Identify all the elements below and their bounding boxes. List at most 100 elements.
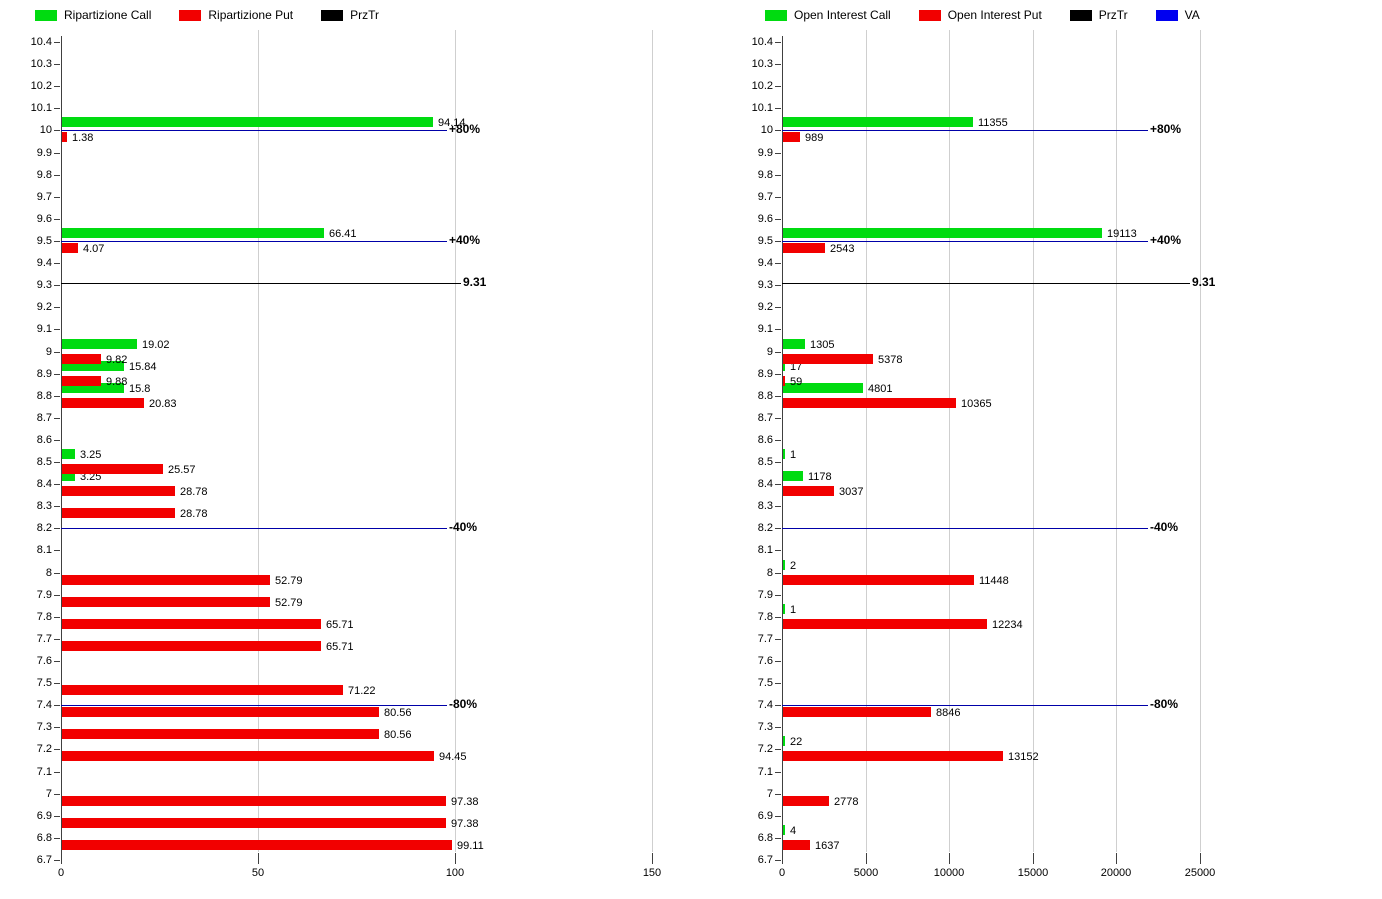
y-axis-tick-label: 9.9 [36,147,52,159]
x-axis-tick [782,853,783,864]
y-axis-tick [54,241,60,242]
y-axis-tick-label: 8.8 [757,390,773,402]
y-axis-tick [54,197,60,198]
y-axis-tick [54,617,60,618]
y-axis-tick-label: 9.5 [36,235,52,247]
put-value-label: 8846 [936,707,961,719]
reference-line-label: -40% [1150,520,1179,534]
x-axis-tick-label: 5000 [853,867,879,879]
x-axis-tick-label: 0 [778,867,786,879]
y-axis-tick-label: 7.5 [757,677,773,689]
call-value-label: 15.8 [129,383,151,395]
call-value-label: 1178 [808,471,832,483]
y-axis-tick [775,241,781,242]
y-axis-tick [54,727,60,728]
put-value-label: 1.38 [72,132,94,144]
x-axis-tick [258,853,259,864]
y-axis-tick [775,595,781,596]
y-axis-tick [775,130,781,131]
y-axis-tick [54,860,60,861]
call-bar [783,361,785,371]
legend-item-open-interest-call: Open Interest Call [765,8,891,22]
y-axis-tick-label: 6.9 [757,810,773,822]
y-axis-tick-label: 8.5 [36,456,52,468]
y-axis-tick [54,484,60,485]
ripartizione-call-swatch [35,9,57,21]
y-axis-tick [54,329,60,330]
y-axis-tick-label: 9 [766,346,773,358]
legend-item-va: VA [1155,8,1200,22]
y-axis-tick-label: 8.9 [36,368,52,380]
gridline-vertical [1116,30,1117,852]
x-axis-tick-label: 50 [251,867,265,879]
gridline-vertical [949,30,950,852]
call-bar [783,560,785,570]
x-axis-tick [61,853,62,864]
y-axis-tick-label: 9.5 [757,235,773,247]
reference-line-va [61,130,447,131]
y-axis-tick-label: 7 [45,788,52,800]
reference-line-label: +40% [449,233,481,247]
y-axis-tick [775,418,781,419]
put-value-label: 97.38 [451,818,479,830]
y-axis-tick-label: 6.7 [757,854,773,866]
y-axis-tick [54,573,60,574]
prztr-swatch [321,9,344,21]
put-value-label: 71.22 [348,685,376,697]
y-axis-tick-label: 7.9 [36,589,52,601]
put-bar [62,597,270,607]
y-axis-tick-label: 6.9 [36,810,52,822]
put-value-label: 9.88 [106,376,128,388]
put-value-label: 99.11 [457,840,484,852]
call-value-label: 1305 [810,339,835,351]
legend-item-prztr: PrzTr [321,8,379,22]
chart-legend: Open Interest Call Open Interest Put PrzTr… [765,8,1200,22]
y-axis-tick-label: 8.6 [757,434,773,446]
reference-line-label: 9.31 [463,275,487,289]
put-bar [783,840,810,850]
call-bar [783,471,803,481]
y-axis-tick [54,838,60,839]
put-bar [62,575,270,585]
put-bar [62,243,78,253]
y-axis-tick [775,329,781,330]
put-bar [783,796,829,806]
put-bar [62,796,446,806]
put-value-label: 65.71 [326,641,354,653]
y-axis-tick [54,772,60,773]
y-axis-tick [54,749,60,750]
y-axis-tick-label: 6.8 [757,832,773,844]
put-value-label: 52.79 [275,575,303,587]
y-axis-tick [54,42,60,43]
put-value-label: 52.79 [275,597,303,609]
call-bar [62,471,75,481]
call-bar [783,604,785,614]
legend-item-ripartizione-put: Ripartizione Put [179,8,293,22]
y-axis-tick-label: 10.4 [30,36,52,48]
put-bar [62,132,67,142]
legend-item-open-interest-put: Open Interest Put [918,8,1042,22]
call-value-label: 3.25 [80,449,102,461]
legend-label: Open Interest Put [947,8,1042,22]
call-value-label: 11355 [978,117,1008,129]
y-axis-tick [775,860,781,861]
y-axis-tick [775,352,781,353]
y-axis-tick-label: 7.7 [36,633,52,645]
y-axis-tick [775,108,781,109]
y-axis-tick [54,374,60,375]
x-axis-tick [866,853,867,864]
y-axis-tick [775,838,781,839]
y-axis-tick-label: 8.6 [36,434,52,446]
call-bar [783,339,805,349]
y-axis-tick-label: 9.2 [757,301,773,313]
call-value-label: 22 [790,736,803,748]
x-axis-tick [1200,853,1201,864]
legend-label: PrzTr [350,8,379,22]
y-axis-tick [775,484,781,485]
x-axis-tick [1116,853,1117,864]
y-axis-tick-label: 10.4 [751,36,773,48]
call-value-label: 17 [790,361,803,373]
reference-line-va [61,241,447,242]
